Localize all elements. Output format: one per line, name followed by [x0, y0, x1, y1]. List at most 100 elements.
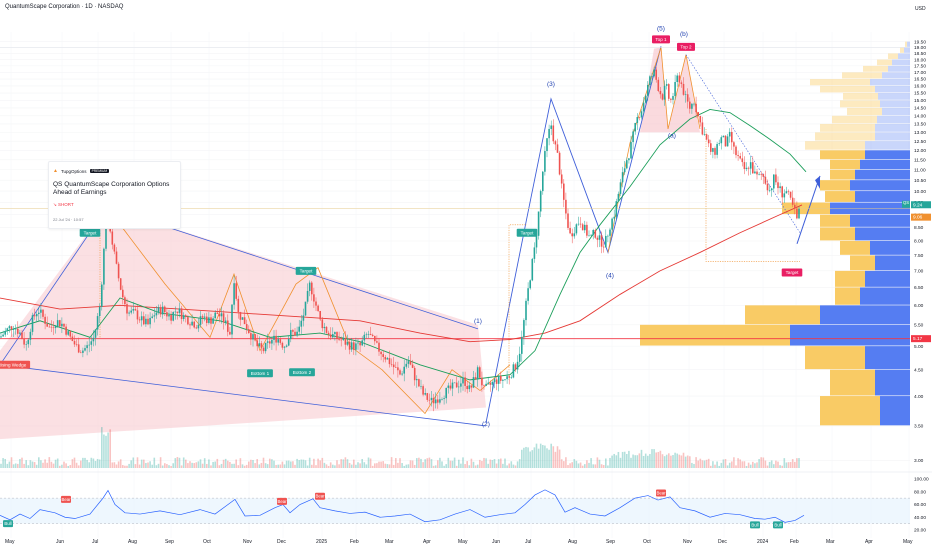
candle-body [745, 167, 748, 170]
volume-bar [483, 457, 485, 468]
candle-body [733, 142, 735, 147]
volume-profile-bar-blue [880, 100, 910, 108]
candle-body [758, 174, 760, 175]
volume-profile-bar-orange [905, 41, 907, 47]
price-axis-symbol-tag [902, 200, 910, 208]
volume-bar [323, 462, 326, 468]
volume-bar [111, 462, 114, 468]
pattern-tag-label: Target [84, 230, 97, 235]
candle-body [182, 315, 185, 320]
candle-body [4, 330, 6, 335]
volume-bar [317, 458, 319, 468]
volume-bar [628, 450, 630, 468]
candle-body [353, 342, 355, 350]
volume-profile-bar-orange [830, 169, 855, 180]
candle-body [96, 316, 99, 330]
volume-bar [300, 459, 303, 468]
volume-bar [644, 453, 647, 468]
volume-bar [743, 461, 746, 468]
volume-bar [153, 457, 156, 468]
candle-body [502, 379, 504, 381]
volume-bar [468, 465, 471, 468]
candle-body [103, 248, 105, 285]
rsi-line [0, 489, 805, 523]
volume-profile-bar-blue [875, 132, 910, 141]
volume-bar [653, 449, 655, 468]
volume-bar [550, 443, 552, 468]
volume-bar [94, 461, 97, 468]
volume-bar [327, 465, 330, 468]
candle-body [227, 320, 229, 332]
candle-body [495, 379, 498, 384]
volume-bar [395, 458, 397, 468]
x-tick-label: Oct [643, 539, 651, 545]
volume-bar [537, 448, 540, 468]
volume-bar [166, 464, 168, 468]
currency-label: USD [915, 6, 926, 12]
volume-bar [119, 459, 122, 468]
volume-profile-bar-orange [820, 396, 880, 426]
volume-bar [466, 461, 468, 468]
volume-bar [588, 462, 590, 468]
volume-bar [752, 461, 754, 468]
candle-body [691, 103, 693, 109]
volume-bar [500, 458, 502, 468]
volume-profile-bar-blue [892, 59, 910, 66]
x-tick-label: May [458, 539, 468, 545]
volume-bar [523, 447, 525, 468]
candle-body [613, 216, 615, 219]
pattern-tag [79, 228, 101, 237]
volume-bar [705, 459, 708, 468]
candle-body [218, 313, 221, 317]
rsi-signal-tag [315, 492, 325, 500]
volume-bar [4, 458, 6, 468]
y-tick-label: 19.00 [914, 45, 926, 51]
volume-profile-bar-blue [875, 123, 910, 132]
volume-bar [50, 461, 53, 468]
y-tick-label: 8.50 [914, 225, 924, 231]
volume-profile-bar-orange [820, 214, 850, 227]
candle-body [777, 182, 779, 189]
volume-bar [638, 453, 641, 468]
volume-profile-bar-blue [898, 53, 910, 59]
moving-average-red [0, 204, 803, 343]
candle-body [304, 301, 307, 316]
volume-bar [260, 462, 263, 468]
x-tick-label: Feb [790, 539, 799, 545]
premium-badge: PREMIUM [89, 169, 110, 173]
volume-bar [382, 461, 384, 468]
candle-body [466, 385, 468, 390]
volume-bar [319, 460, 321, 468]
pattern-tag-label: Rising Wedge [0, 362, 27, 367]
volume-bar [722, 459, 725, 468]
candle-body [728, 131, 731, 137]
candle-body [336, 332, 338, 339]
volume-bar [281, 461, 284, 468]
candle-body [558, 152, 561, 175]
candle-body [749, 162, 752, 169]
volume-bar [680, 455, 683, 468]
idea-card[interactable]: ▲ TupgOptions PREMIUM QS QuantumScape Co… [48, 161, 181, 229]
candle-body [376, 341, 378, 343]
volume-bar [218, 465, 221, 468]
volume-profile-bar-orange [782, 202, 830, 215]
rsi-signal-tag [773, 521, 783, 529]
volume-profile-bar-orange [835, 270, 865, 287]
candle-body [552, 125, 555, 142]
volume-profile-bar-orange [805, 141, 865, 150]
volume-bar [626, 454, 628, 468]
candle-body [193, 321, 195, 328]
volume-bar [791, 459, 794, 468]
x-tick-label: Feb [350, 539, 359, 545]
y-tick-label: 13.00 [914, 130, 926, 136]
candle-body [357, 342, 359, 344]
volume-bar [239, 458, 242, 468]
volume-bar [134, 464, 137, 468]
volume-bar [613, 453, 615, 468]
candle-body [374, 335, 376, 342]
candle-body [441, 399, 443, 400]
candle-body [785, 191, 788, 194]
idea-title[interactable]: QS QuantumScape Corporation Options Ahea… [53, 181, 170, 196]
volume-bar [325, 464, 328, 468]
